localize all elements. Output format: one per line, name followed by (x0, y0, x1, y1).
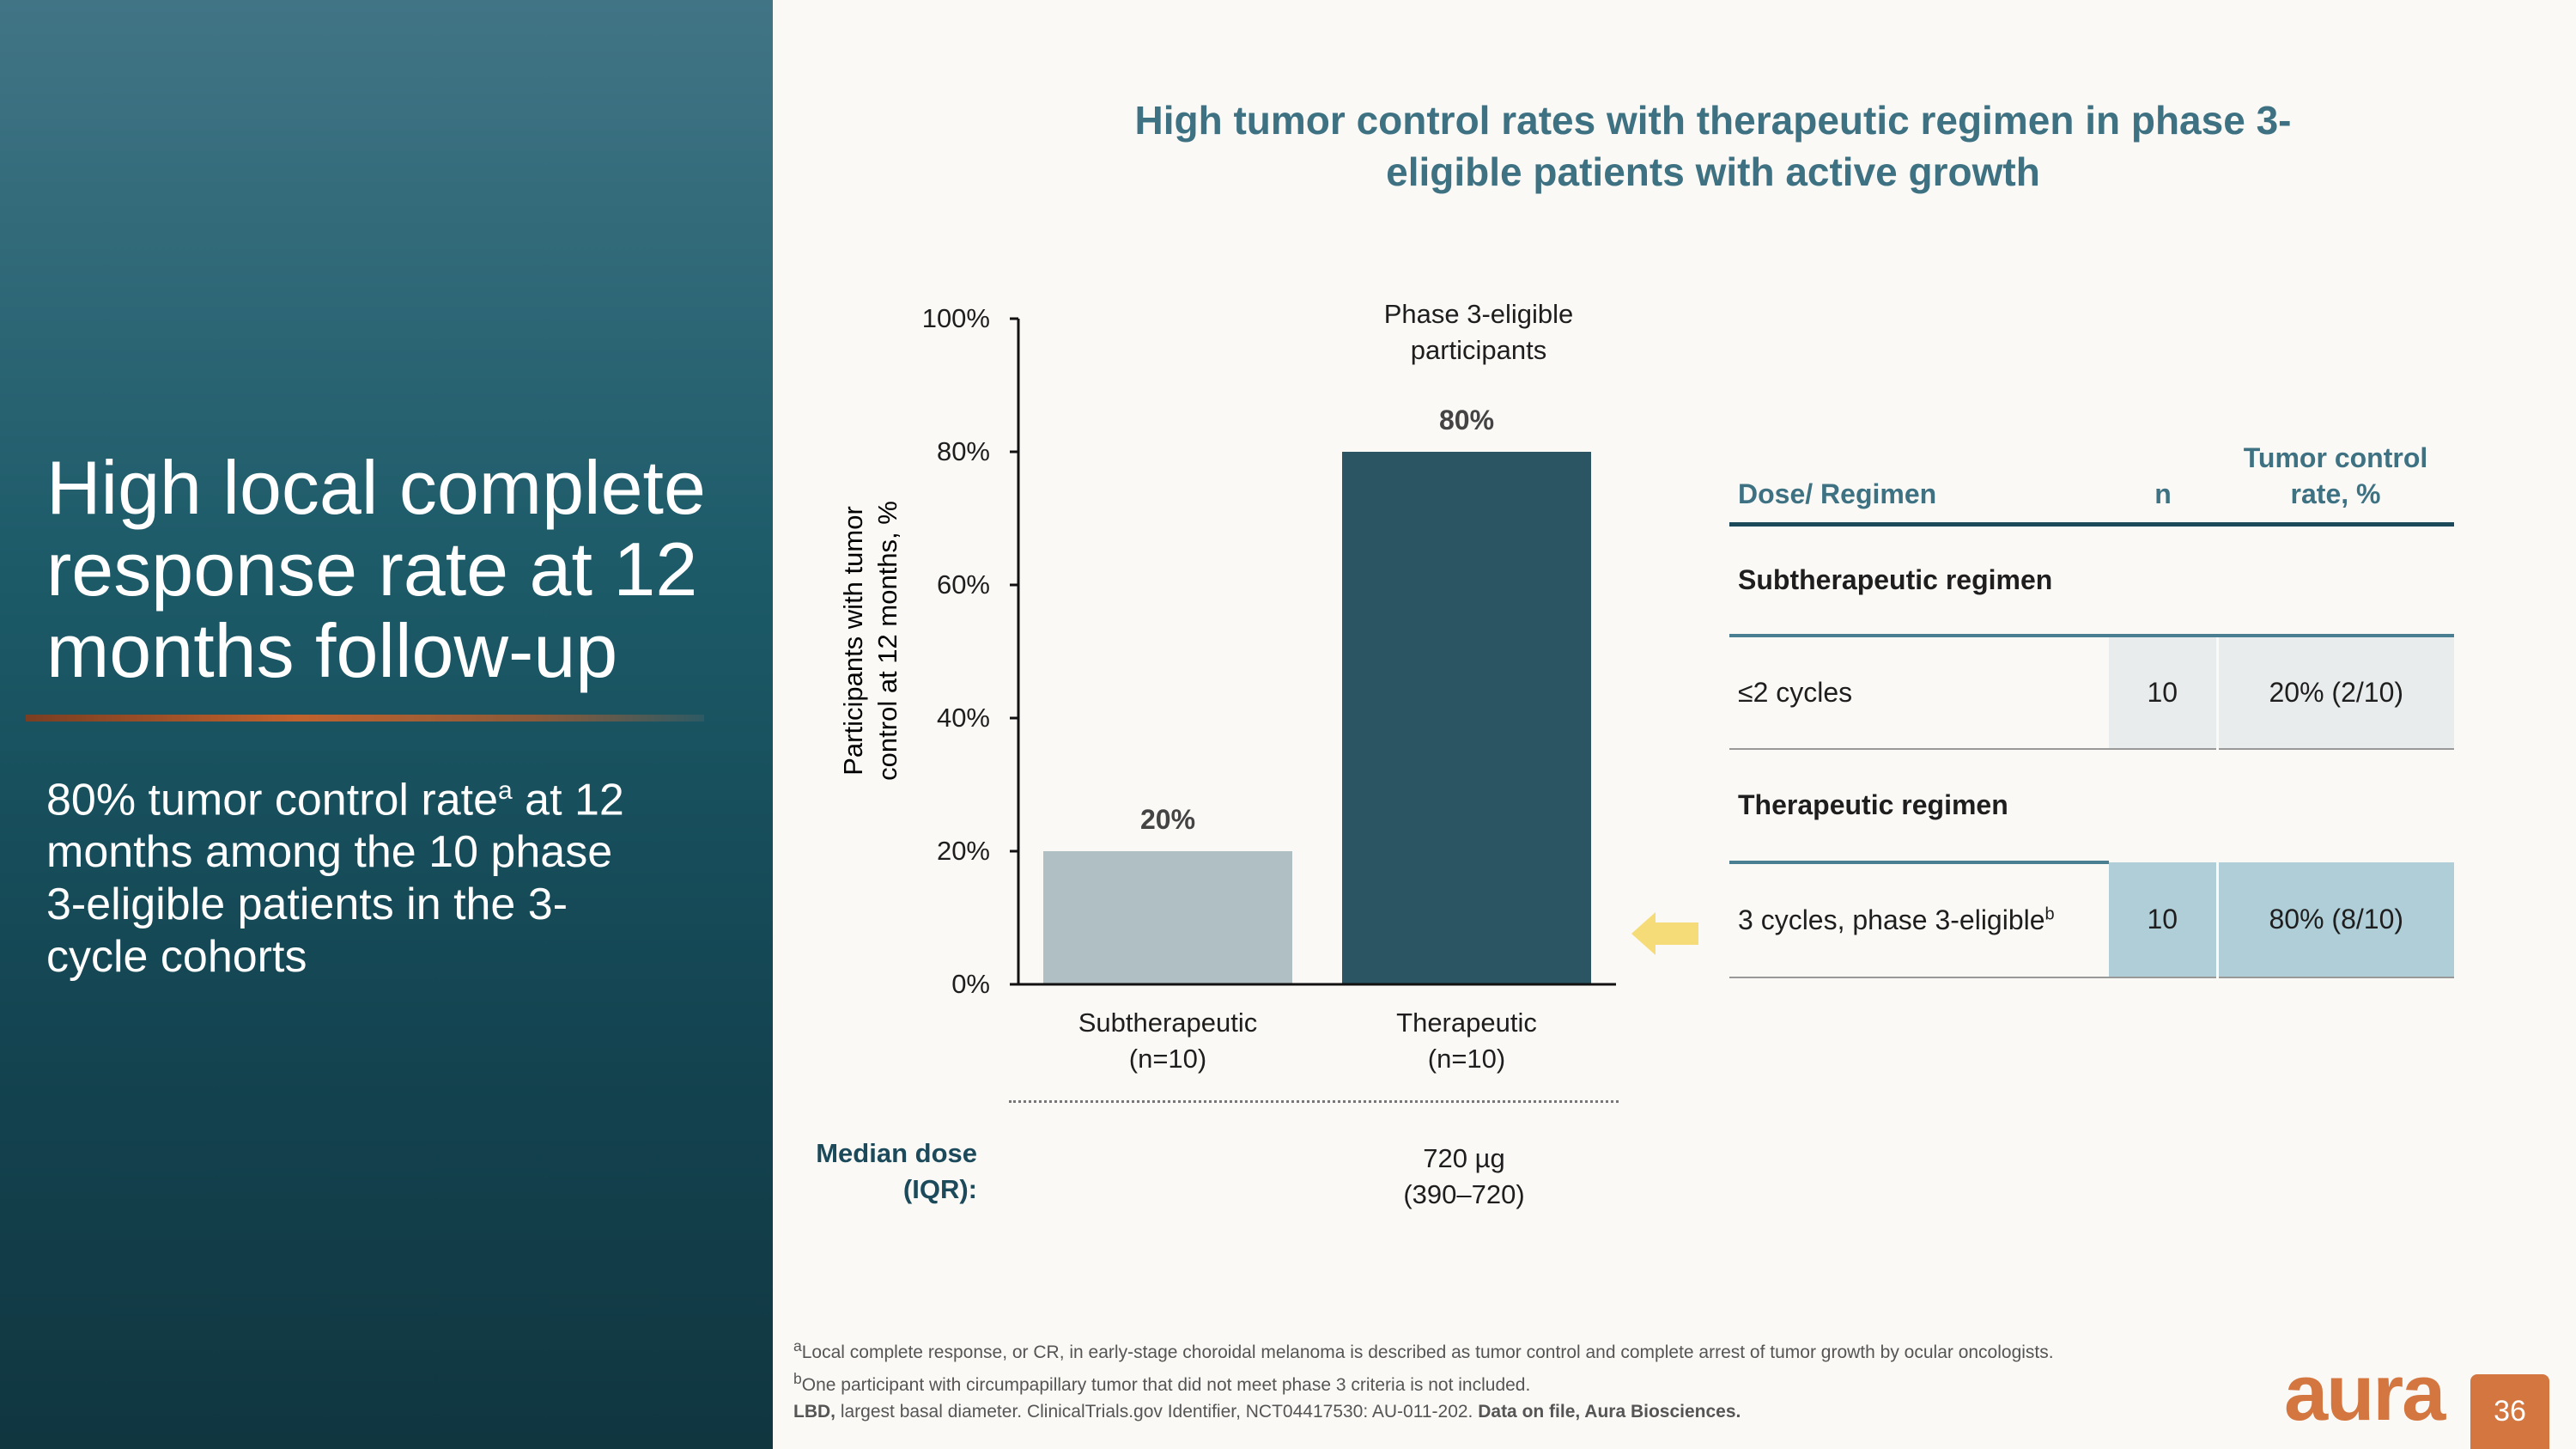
footnote-text: largest basal diameter. ClinicalTrials.g… (835, 1402, 1479, 1422)
footnote-b: bOne participant with circumpapillary tu… (793, 1366, 2054, 1398)
x-tick-subtherapeutic: Subtherapeutic (n=10) (1078, 1005, 1258, 1077)
footnote-marker: b (793, 1370, 802, 1387)
footnote-marker: b (2044, 904, 2055, 924)
y-tick-label: 20% (936, 836, 990, 866)
header-line: Tumor control (2243, 441, 2428, 473)
annotation-line: Phase 3-eligible (1383, 299, 1574, 329)
footnote-text: Local complete response, or CR, in early… (801, 1342, 2054, 1362)
value-line: 720 µg (1423, 1143, 1505, 1173)
subtitle-text: 80% tumor control rate (46, 775, 499, 825)
chart-title: High tumor control rates with therapeuti… (1134, 98, 2292, 194)
x-tick-line: Therapeutic (1396, 1008, 1537, 1038)
arrow-left-icon (1631, 912, 1698, 955)
page-number: 36 (2470, 1374, 2549, 1449)
footnote-text: One participant with circumpapillary tum… (801, 1375, 1531, 1395)
annotation-line: participants (1410, 335, 1547, 365)
header-regimen: Dose/ Regimen (1738, 478, 1937, 509)
group-row: Subtherapeutic regimen (1729, 524, 2454, 636)
footnote-marker: a (793, 1337, 802, 1355)
rate-cell: 80% (8/10) (2217, 862, 2454, 977)
footnote-lbd: LBD, largest basal diameter. ClinicalTri… (793, 1398, 2054, 1425)
median-dose-value: 720 µg (390–720) (1403, 1141, 1524, 1213)
n-cell: 10 (2109, 636, 2219, 749)
y-tick-label: 60% (936, 569, 990, 600)
n-cell: 10 (2109, 862, 2219, 977)
subtitle-text: at 12 months among the 10 phase 3-eligib… (46, 775, 624, 983)
results-table: Dose/ Regimen n Tumor control rate, % Sub… (1729, 438, 2454, 978)
accent-divider (26, 715, 704, 721)
x-tick-therapeutic: Therapeutic (n=10) (1396, 1005, 1537, 1077)
y-axis-label: Participants with tumor control at 12 mo… (836, 469, 905, 813)
table-header-row: Dose/ Regimen n Tumor control rate, % (1729, 438, 2454, 524)
y-tick-label: 40% (936, 703, 990, 733)
data-label-subtherapeutic: 20% (1139, 804, 1196, 835)
label-line: Median dose (816, 1138, 977, 1168)
aura-logo: aura (2284, 1349, 2445, 1437)
regimen-cell: ≤2 cycles (1738, 677, 1853, 708)
footnotes: aLocal complete response, or CR, in earl… (793, 1333, 2054, 1425)
value-line: (390–720) (1403, 1179, 1525, 1209)
left-panel (0, 0, 773, 1449)
slide-title: High local complete response rate at 12 … (46, 445, 706, 693)
x-tick-line: (n=10) (1427, 1044, 1506, 1074)
footnote-a: aLocal complete response, or CR, in earl… (793, 1333, 2054, 1366)
regimen-text: 3 cycles, phase 3-eligible (1738, 904, 2045, 935)
y-axis-label-text: Participants with tumor control at 12 mo… (838, 501, 902, 781)
regimen-cell: 3 cycles, phase 3-eligibleb (1729, 861, 2109, 977)
data-label-therapeutic: 80% (1438, 405, 1495, 435)
bar-0 (1043, 851, 1292, 984)
bar-1 (1342, 452, 1591, 984)
group-row: Therapeutic regimen (1729, 749, 2454, 862)
header-line: rate, % (2290, 478, 2381, 509)
group-label: Subtherapeutic regimen (1738, 563, 2053, 595)
table-row: ≤2 cycles 10 20% (2/10) (1729, 636, 2454, 749)
header-n: n (2154, 478, 2172, 509)
rate-cell: 20% (2/10) (2217, 636, 2454, 749)
dotted-divider (1009, 1100, 1619, 1103)
abbrev: LBD, (793, 1402, 835, 1422)
table-row-highlighted: 3 cycles, phase 3-eligibleb 10 80% (8/10… (1729, 861, 2454, 977)
data-source: Data on file, Aura Biosciences. (1478, 1402, 1741, 1422)
group-label: Therapeutic regimen (1738, 789, 2008, 820)
x-tick-line: Subtherapeutic (1078, 1008, 1258, 1038)
label-line: (IQR): (902, 1174, 977, 1204)
y-tick-label: 0% (951, 969, 990, 999)
y-tick-label: 80% (936, 436, 990, 466)
slide-subtitle: 80% tumor control ratea at 12 months amo… (46, 764, 647, 983)
phase3-annotation: Phase 3-eligible participants (1384, 296, 1574, 368)
y-tick-label: 100% (921, 303, 990, 333)
median-dose-label: Median dose (IQR): (816, 1135, 977, 1208)
header-rate: Tumor control rate, % (2217, 438, 2454, 524)
footnote-marker: a (498, 776, 513, 805)
x-tick-line: (n=10) (1128, 1044, 1207, 1074)
